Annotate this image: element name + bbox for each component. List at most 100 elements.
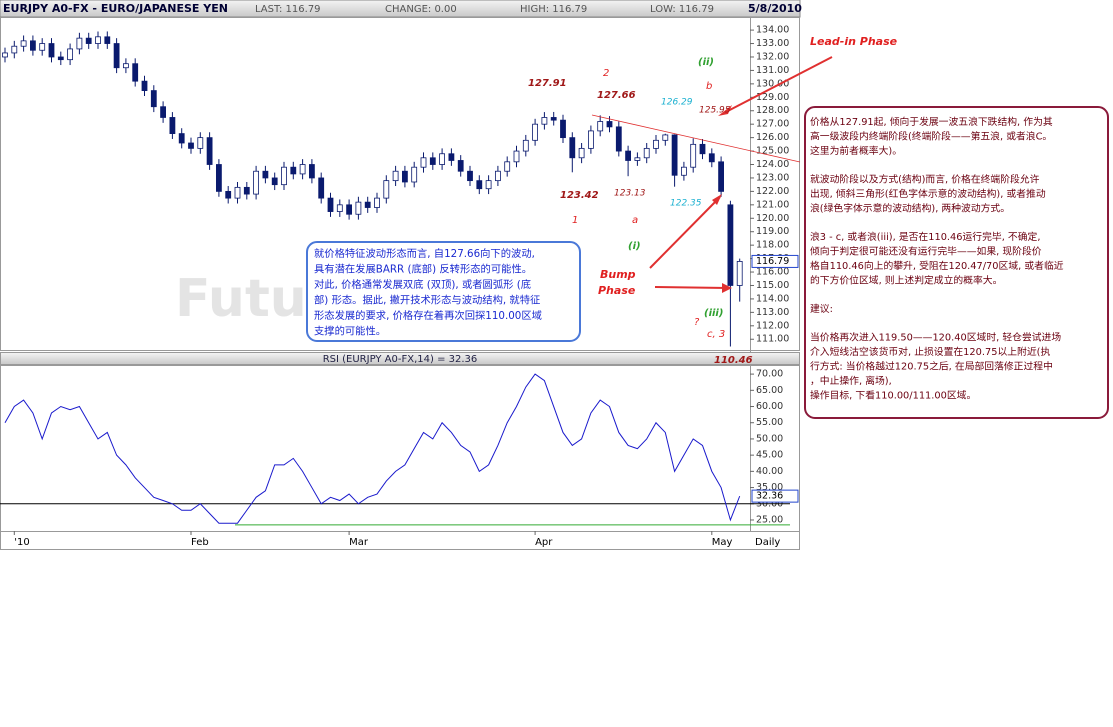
y-tick-label: 128.00 xyxy=(756,105,789,116)
candle-body xyxy=(634,157,641,161)
note-line: 倾向于判定很可能还没有运行完毕——如果, 现阶段价 xyxy=(810,245,1042,258)
y-tick-label: 121.00 xyxy=(756,199,789,210)
candle-body xyxy=(653,139,659,149)
candle-body xyxy=(20,40,27,47)
candle-body xyxy=(113,43,120,69)
last-price-label: 116.79 xyxy=(756,256,789,267)
candle-body xyxy=(336,204,343,212)
candle-body xyxy=(29,40,36,51)
label: (iii) xyxy=(704,308,723,319)
y-tick-label: 119.00 xyxy=(756,226,789,237)
label: 110.46 xyxy=(714,355,753,366)
candle-body xyxy=(253,170,260,195)
y-tick-label: 112.00 xyxy=(756,320,789,331)
candle-body xyxy=(560,119,566,139)
candle-body xyxy=(681,166,687,176)
candle-body xyxy=(215,164,222,192)
candle-body xyxy=(485,180,492,190)
candle-body xyxy=(504,161,511,172)
arrow-head xyxy=(718,105,732,116)
candle-body xyxy=(346,204,353,215)
last: LAST: 116.79 xyxy=(255,4,321,15)
candle-body xyxy=(95,36,101,44)
candle-body xyxy=(355,201,362,215)
candle-body xyxy=(690,143,697,168)
y-tick-label: 130.00 xyxy=(756,78,789,89)
label: Lead-in Phase xyxy=(810,35,898,48)
candle-body xyxy=(606,121,613,128)
y-tick-label: 70.00 xyxy=(756,369,783,380)
candle-body xyxy=(718,161,724,192)
y-tick-label: 131.00 xyxy=(756,65,789,76)
label: 127.66 xyxy=(597,90,636,101)
last-price-box xyxy=(751,254,799,268)
candle-body xyxy=(578,147,585,159)
candle-body xyxy=(132,63,139,82)
candle-body xyxy=(188,142,194,149)
rsi-pane xyxy=(0,365,800,532)
candle-body xyxy=(11,45,18,54)
candle-body xyxy=(327,197,334,212)
y-tick-label: 125.00 xyxy=(756,146,789,157)
candle-body xyxy=(671,134,678,176)
candle-body xyxy=(411,166,418,183)
date-axis xyxy=(0,531,800,550)
candle-body xyxy=(383,180,390,199)
note-line: 对此, 价格通常发展双底 (双顶), 或者圆弧形 (底 xyxy=(314,278,531,291)
x-tick-label: May xyxy=(712,537,733,548)
y-tick-label: 45.00 xyxy=(756,450,783,461)
change: CHANGE: 0.00 xyxy=(385,4,457,15)
label: b xyxy=(706,81,712,92)
note-line: 行方式: 当价格越过120.75之后, 在局部回落修正过程中 xyxy=(810,360,1053,373)
y-tick-label: 120.00 xyxy=(756,213,789,224)
candle-body xyxy=(169,117,176,134)
y-tick-label: 50.00 xyxy=(756,433,783,444)
candle-body xyxy=(699,143,706,155)
candle-body xyxy=(374,197,380,208)
y-tick-label: 133.00 xyxy=(756,38,789,49)
y-tick-label: 129.00 xyxy=(756,92,789,103)
candle-body xyxy=(2,52,8,58)
y-tick-label: 116.00 xyxy=(756,267,789,278)
arrow xyxy=(649,196,721,269)
label: Bump xyxy=(600,268,636,281)
rsi-last-label: 32.36 xyxy=(756,491,783,502)
rsi-line xyxy=(4,373,741,524)
label: Phase xyxy=(598,284,636,297)
candle-body xyxy=(522,139,529,152)
candle-body xyxy=(271,177,278,186)
note-line: 浪(绿色字体示意的波动结构), 两种波动方式。 xyxy=(810,202,1010,215)
note-line: 建议: xyxy=(810,302,833,315)
note-line: 支撑的可能性。 xyxy=(314,325,386,338)
candle-body xyxy=(662,134,669,141)
candle-body xyxy=(588,130,594,149)
candle-body xyxy=(467,170,473,182)
candle-body xyxy=(420,157,427,168)
candle-body xyxy=(364,201,371,208)
candle-body xyxy=(178,133,185,144)
label: 125.95 xyxy=(699,106,731,116)
candle-body xyxy=(197,137,204,149)
y-tick-label: 118.00 xyxy=(756,240,789,251)
y-tick-label: 65.00 xyxy=(756,385,783,396)
low: LOW: 116.79 xyxy=(650,4,714,15)
y-tick-label: 60.00 xyxy=(756,401,783,412)
candle-body xyxy=(494,170,501,182)
date: 5/8/2010 xyxy=(748,2,802,15)
trend-line xyxy=(591,114,801,163)
x-tick-label: '10 xyxy=(14,537,29,548)
label: 2 xyxy=(603,68,609,79)
label: c, 3 xyxy=(707,329,725,340)
y-tick-label: 111.00 xyxy=(756,334,789,345)
y-tick-label: 124.00 xyxy=(756,159,789,170)
candle-body xyxy=(234,186,241,199)
label: 122.35 xyxy=(670,199,702,209)
candle-body xyxy=(308,164,315,179)
note-line: 的下方价位区域, 则上述判定成立的概率大。 xyxy=(810,274,1002,287)
arrow xyxy=(721,56,833,115)
note-line: 形态发展的要求, 价格存在着再次回探110.00区域 xyxy=(314,309,542,322)
label: (i) xyxy=(628,241,641,252)
y-tick-label: 132.00 xyxy=(756,51,789,62)
note-line: 部) 形态。据此, 撇开技术形态与波动结构, 就特征 xyxy=(314,294,540,307)
